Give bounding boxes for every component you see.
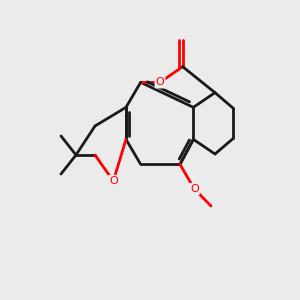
- Text: O: O: [156, 77, 164, 87]
- Text: O: O: [109, 176, 118, 186]
- Text: O: O: [190, 184, 199, 194]
